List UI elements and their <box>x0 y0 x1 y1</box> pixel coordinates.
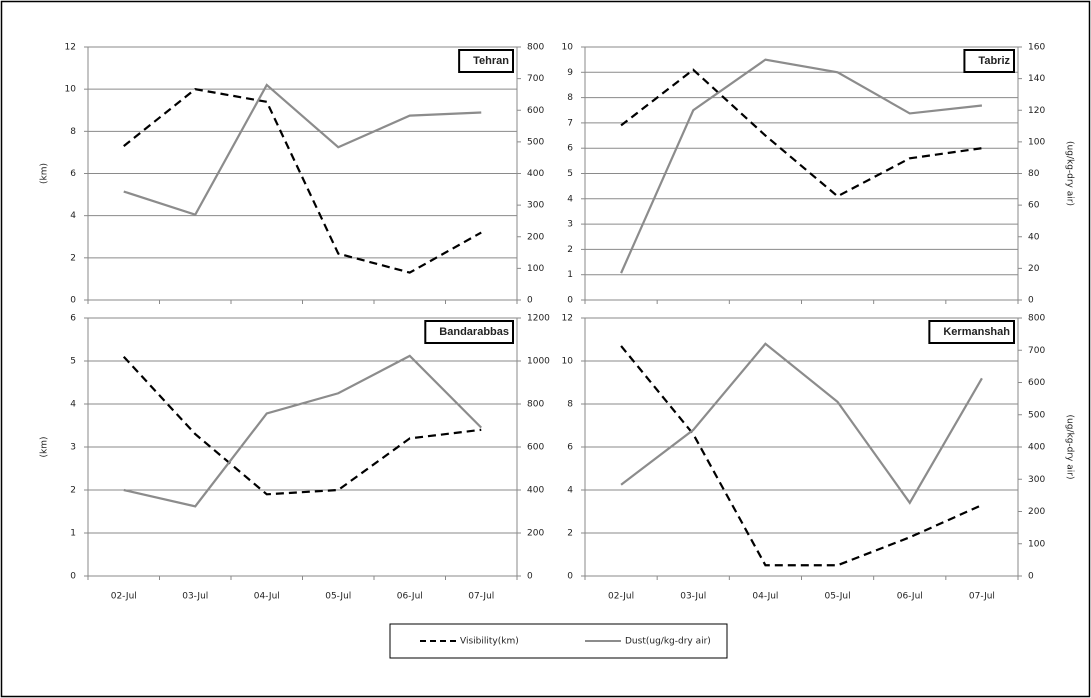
y2-tick-label: 160 <box>1028 43 1045 53</box>
panel-title: Kermanshah <box>943 326 1010 338</box>
y2-tick-label: 800 <box>527 43 544 53</box>
y2-tick-label: 300 <box>527 201 544 211</box>
y2-axis-label: (ug/kg-dry air) <box>1065 415 1075 480</box>
figure: 0246810120100200300400500600700800(km)Te… <box>0 0 1091 698</box>
y2-tick-label: 500 <box>527 137 544 147</box>
y2-tick-label: 200 <box>1028 507 1045 517</box>
y-tick-label: 12 <box>562 314 573 324</box>
y2-tick-label: 400 <box>1028 443 1045 453</box>
y2-tick-label: 0 <box>1028 296 1034 306</box>
y2-tick-label: 100 <box>1028 539 1045 549</box>
y2-tick-label: 500 <box>1028 410 1045 420</box>
y2-axis-label: (ug/kg-dry air) <box>1065 141 1075 206</box>
y-tick-label: 10 <box>65 85 77 95</box>
y-tick-label: 8 <box>567 400 573 410</box>
y2-tick-label: 1000 <box>527 357 550 367</box>
y-tick-label: 6 <box>70 169 76 179</box>
y2-tick-label: 400 <box>527 169 544 179</box>
y-axis-label: (km) <box>40 436 50 457</box>
y-tick-label: 6 <box>70 314 76 324</box>
y2-tick-label: 20 <box>1028 264 1040 274</box>
x-tick-label: 03-Jul <box>182 592 208 602</box>
x-tick-label: 04-Jul <box>752 592 778 602</box>
y-tick-label: 2 <box>70 253 76 263</box>
legend-label: Visibility(km) <box>460 637 519 647</box>
y2-tick-label: 0 <box>527 572 533 582</box>
panel-title: Bandarabbas <box>439 326 509 338</box>
x-tick-label: 02-Jul <box>608 592 634 602</box>
y2-tick-label: 800 <box>527 400 544 410</box>
y-tick-label: 9 <box>567 68 573 78</box>
y2-tick-label: 40 <box>1028 232 1040 242</box>
y-tick-label: 3 <box>567 220 573 230</box>
x-tick-label: 06-Jul <box>897 592 923 602</box>
y2-tick-label: 800 <box>1028 314 1045 324</box>
y-tick-label: 4 <box>567 486 573 496</box>
legend-label: Dust(ug/kg-dry air) <box>625 637 711 647</box>
y-tick-label: 6 <box>567 144 573 154</box>
y2-tick-label: 200 <box>527 529 544 539</box>
y2-tick-label: 80 <box>1028 169 1040 179</box>
x-tick-label: 07-Jul <box>468 592 494 602</box>
y-tick-label: 8 <box>70 127 76 137</box>
y-tick-label: 4 <box>567 194 573 204</box>
x-tick-label: 05-Jul <box>825 592 851 602</box>
y2-tick-label: 600 <box>527 106 544 116</box>
y-tick-label: 3 <box>70 443 76 453</box>
y-tick-label: 0 <box>70 296 76 306</box>
y2-tick-label: 60 <box>1028 201 1040 211</box>
y2-tick-label: 600 <box>1028 378 1045 388</box>
y-tick-label: 10 <box>562 43 574 53</box>
y-tick-label: 5 <box>567 169 573 179</box>
y-tick-label: 4 <box>70 400 76 410</box>
panel-title: Tabriz <box>978 55 1010 67</box>
y2-tick-label: 0 <box>527 296 533 306</box>
y-tick-label: 12 <box>65 43 76 53</box>
y-tick-label: 0 <box>70 572 76 582</box>
y-tick-label: 5 <box>70 357 76 367</box>
y2-tick-label: 100 <box>1028 137 1045 147</box>
y-tick-label: 1 <box>567 270 573 280</box>
y-tick-label: 1 <box>70 529 76 539</box>
y2-tick-label: 1200 <box>527 314 550 324</box>
y-tick-label: 2 <box>567 529 573 539</box>
y-tick-label: 4 <box>70 211 76 221</box>
x-tick-label: 02-Jul <box>111 592 137 602</box>
y2-tick-label: 300 <box>1028 475 1045 485</box>
y-tick-label: 10 <box>562 357 574 367</box>
y2-tick-label: 400 <box>527 486 544 496</box>
y2-tick-label: 120 <box>1028 106 1045 116</box>
y-tick-label: 0 <box>567 572 573 582</box>
y-tick-label: 8 <box>567 93 573 103</box>
y-tick-label: 6 <box>567 443 573 453</box>
y2-tick-label: 100 <box>527 264 544 274</box>
panel-title: Tehran <box>473 55 509 67</box>
x-tick-label: 04-Jul <box>254 592 280 602</box>
frame <box>2 2 1090 697</box>
x-tick-label: 06-Jul <box>397 592 423 602</box>
x-tick-label: 07-Jul <box>969 592 995 602</box>
y-tick-label: 2 <box>70 486 76 496</box>
x-tick-label: 03-Jul <box>680 592 706 602</box>
y2-tick-label: 200 <box>527 232 544 242</box>
y2-tick-label: 140 <box>1028 74 1045 84</box>
y-tick-label: 7 <box>567 118 573 128</box>
y-tick-label: 0 <box>567 296 573 306</box>
y-tick-label: 2 <box>567 245 573 255</box>
y2-tick-label: 0 <box>1028 572 1034 582</box>
y2-tick-label: 700 <box>1028 346 1045 356</box>
x-tick-label: 05-Jul <box>325 592 351 602</box>
y-axis-label: (km) <box>40 163 50 184</box>
y2-tick-label: 600 <box>527 443 544 453</box>
y2-tick-label: 700 <box>527 74 544 84</box>
